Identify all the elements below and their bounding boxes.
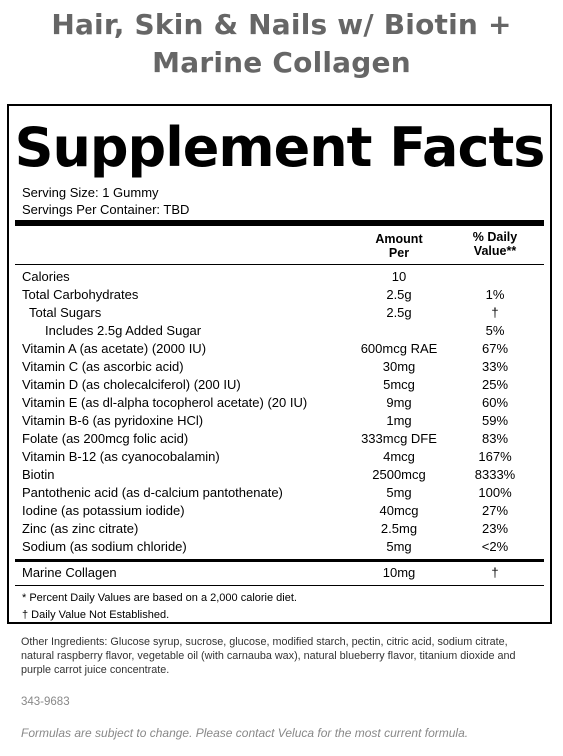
nutrient-name: Pantothenic acid (as d-calcium pantothen… xyxy=(22,485,283,500)
nutrient-name: Total Sugars xyxy=(29,305,102,320)
nutrient-dv: 59% xyxy=(481,413,509,428)
section-divider xyxy=(15,559,544,562)
nutrient-amount: 5mg xyxy=(386,539,412,554)
nutrient-row: Vitamin B-6 (as pyridoxine HCl) 1mg 59% xyxy=(15,412,544,430)
footnote-divider xyxy=(15,585,544,586)
nutrient-dv: 25% xyxy=(481,377,509,392)
nutrient-amount: 600mcg RAE xyxy=(360,341,438,356)
nutrient-dv: 5% xyxy=(485,323,505,338)
nutrient-amount: 2.5g xyxy=(386,287,412,302)
nutrient-row: Zinc (as zinc citrate) 2.5mg 23% xyxy=(15,520,544,538)
nutrient-amount: 5mcg xyxy=(383,377,415,392)
nutrient-amount: 10 xyxy=(391,269,407,284)
nutrient-name: Vitamin E (as dl-alpha tocopherol acetat… xyxy=(22,395,308,410)
dv-header-line1: % Daily xyxy=(472,230,518,244)
serving-size: Serving Size: 1 Gummy xyxy=(22,185,159,200)
nutrient-row: Vitamin D (as cholecalciferol) (200 IU) 5… xyxy=(15,376,544,394)
nutrient-amount: 2500mcg xyxy=(372,467,426,482)
nutrient-name: Vitamin C (as ascorbic acid) xyxy=(22,359,184,374)
thick-divider xyxy=(15,220,544,226)
amount-header-line2: Per xyxy=(388,246,410,260)
nutrient-dv: 27% xyxy=(481,503,509,518)
nutrient-name: Folate (as 200mcg folic acid) xyxy=(22,431,189,446)
servings-per-container: Servings Per Container: TBD xyxy=(22,202,190,217)
nutrient-dv: † xyxy=(491,305,499,320)
amount-header: Amount Per xyxy=(359,232,439,260)
nutrient-row: Folate (as 200mcg folic acid) 333mcg DFE 8… xyxy=(15,430,544,448)
daily-value-header: % Daily Value** xyxy=(455,230,535,258)
nutrient-dv: 67% xyxy=(481,341,509,356)
nutrient-dv: <2% xyxy=(481,539,509,554)
nutrient-dv: 167% xyxy=(478,449,512,464)
nutrient-dv: 33% xyxy=(481,359,509,374)
nutrient-name: Vitamin B-6 (as pyridoxine HCl) xyxy=(22,413,204,428)
product-title-line2: Marine Collagen xyxy=(152,46,411,79)
nutrient-name: Iodine (as potassium iodide) xyxy=(22,503,185,518)
nutrient-amount: 9mg xyxy=(386,395,412,410)
nutrient-dv: 1% xyxy=(485,287,505,302)
nutrient-dv: 100% xyxy=(478,485,512,500)
serving-info: Serving Size: 1 Gummy Servings Per Conta… xyxy=(9,184,550,218)
nutrient-amount: 2.5g xyxy=(386,305,412,320)
other-ingredients: Other Ingredients: Glucose syrup, sucros… xyxy=(21,636,516,676)
nutrient-row: Includes 2.5g Added Sugar 5% xyxy=(15,322,544,340)
collagen-row: Marine Collagen 10mg † xyxy=(15,564,544,582)
nutrient-row: Pantothenic acid (as d-calcium pantothen… xyxy=(15,484,544,502)
nutrient-row: Vitamin A (as acetate) (2000 IU) 600mcg R… xyxy=(15,340,544,358)
footnote-dagger: † Daily Value Not Established. xyxy=(22,609,170,621)
nutrient-amount: 10mg xyxy=(382,565,416,580)
nutrient-name: Total Carbohydrates xyxy=(22,287,139,302)
nutrient-name: Zinc (as zinc citrate) xyxy=(22,521,139,536)
nutrient-row: Vitamin E (as dl-alpha tocopherol acetat… xyxy=(15,394,544,412)
nutrient-name: Vitamin B-12 (as cyanocobalamin) xyxy=(22,449,220,464)
dv-header-line2: Value** xyxy=(473,244,517,258)
footnote-dv: * Percent Daily Values are based on a 2,… xyxy=(22,592,297,604)
nutrient-row: Vitamin C (as ascorbic acid) 30mg 33% xyxy=(15,358,544,376)
nutrient-rows: Calories 10 Total Carbohydrates 2.5g 1% Total… xyxy=(9,268,550,556)
nutrient-amount: 333mcg DFE xyxy=(361,431,437,446)
nutrient-name: Includes 2.5g Added Sugar xyxy=(45,323,202,338)
nutrient-row: Sodium (as sodium chloride) 5mg <2% xyxy=(15,538,544,556)
nutrient-row: Total Sugars 2.5g † xyxy=(15,304,544,322)
nutrient-dv: 23% xyxy=(481,521,509,536)
nutrient-amount: 30mg xyxy=(382,359,416,374)
nutrient-dv: † xyxy=(491,565,499,580)
column-headers: Amount Per % Daily Value** xyxy=(15,226,544,265)
nutrient-dv: 8333% xyxy=(474,467,516,482)
amount-header-line1: Amount xyxy=(375,232,423,246)
footnotes: * Percent Daily Values are based on a 2,… xyxy=(9,590,550,624)
nutrient-amount: 5mg xyxy=(386,485,412,500)
nutrient-row: Calories 10 xyxy=(15,268,544,286)
nutrient-amount: 2.5mg xyxy=(380,521,418,536)
formula-disclaimer: Formulas are subject to change. Please c… xyxy=(21,726,469,740)
nutrient-dv: 60% xyxy=(481,395,509,410)
nutrient-row: Vitamin B-12 (as cyanocobalamin) 4mcg 167% xyxy=(15,448,544,466)
product-title-line1: Hair, Skin & Nails w/ Biotin + xyxy=(51,8,512,41)
nutrient-name: Sodium (as sodium chloride) xyxy=(22,539,187,554)
nutrient-row: Biotin 2500mcg 8333% xyxy=(15,466,544,484)
nutrient-name: Biotin xyxy=(22,467,55,482)
nutrient-dv: 83% xyxy=(481,431,509,446)
nutrient-name: Calories xyxy=(22,269,70,284)
nutrient-row: Total Carbohydrates 2.5g 1% xyxy=(15,286,544,304)
nutrient-name: Vitamin A (as acetate) (2000 IU) xyxy=(22,341,207,356)
nutrient-amount: 1mg xyxy=(386,413,412,428)
product-code: 343-9683 xyxy=(21,696,70,708)
nutrient-name: Marine Collagen xyxy=(22,565,117,580)
product-title: Hair, Skin & Nails w/ Biotin + Marine Co… xyxy=(0,6,563,82)
supplement-facts-panel: Supplement Facts Serving Size: 1 Gummy S… xyxy=(7,104,552,624)
panel-heading: Supplement Facts xyxy=(14,116,546,179)
nutrient-amount: 40mcg xyxy=(379,503,419,518)
nutrient-amount: 4mcg xyxy=(383,449,415,464)
nutrient-name: Vitamin D (as cholecalciferol) (200 IU) xyxy=(22,377,241,392)
nutrient-row: Iodine (as potassium iodide) 40mcg 27% xyxy=(15,502,544,520)
